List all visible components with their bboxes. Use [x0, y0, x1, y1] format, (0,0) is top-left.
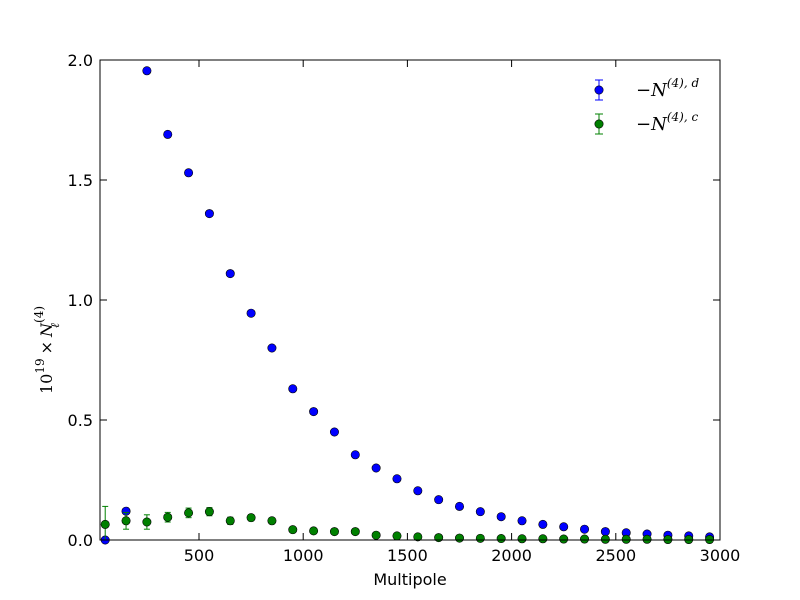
y-tick-label: 1.0 [68, 291, 93, 310]
data-point [163, 129, 173, 139]
legend-item-1: −N(4), d [594, 76, 699, 101]
data-point [621, 534, 631, 544]
data-point [267, 516, 277, 526]
data-point [329, 427, 339, 437]
data-point [309, 526, 319, 536]
y-label-exp: 19 [33, 358, 47, 373]
data-point [600, 527, 610, 537]
data-point [475, 507, 485, 517]
data-point [517, 516, 527, 526]
y-tick-label: 0.0 [68, 531, 93, 550]
data-point [225, 516, 235, 526]
data-point [475, 533, 485, 543]
y-label-times: × [37, 341, 56, 354]
data-point [184, 168, 194, 178]
data-point [350, 527, 360, 537]
legend-label: −N(4), d [636, 76, 699, 101]
data-point [538, 519, 548, 529]
data-point [454, 501, 464, 511]
data-point [434, 533, 444, 543]
data-point [392, 531, 402, 541]
data-point [309, 407, 319, 417]
data-point [204, 209, 214, 219]
data-point [350, 450, 360, 460]
y-label-sub: ℓ [48, 323, 62, 328]
series-1 [100, 66, 715, 545]
y-tick-label: 2.0 [68, 51, 93, 70]
data-point [184, 508, 194, 518]
data-point [246, 513, 256, 523]
data-point [580, 534, 590, 544]
data-point [559, 522, 569, 532]
data-point [100, 519, 110, 529]
x-tick-label: 2500 [595, 546, 636, 565]
plot-frame [99, 59, 721, 541]
y-label-sup: (4) [32, 306, 46, 323]
data-point [392, 474, 402, 484]
y-label-var: N [37, 322, 56, 338]
data-point [434, 495, 444, 505]
data-point [538, 534, 548, 544]
legend-label: −N(4), c [636, 110, 698, 135]
legend-marker [594, 119, 604, 129]
y-axis-label: 1019 × N(4)ℓ [32, 306, 62, 394]
data-point [517, 534, 527, 544]
legend-item-2: −N(4), c [594, 110, 698, 135]
y-label-base: 10 [37, 374, 56, 394]
data-point [288, 384, 298, 394]
data-point [371, 463, 381, 473]
y-tick-label: 0.5 [68, 411, 93, 430]
x-tick-label: 500 [184, 546, 215, 565]
data-point [142, 66, 152, 76]
data-point [600, 534, 610, 544]
data-point [142, 517, 152, 527]
data-point [371, 530, 381, 540]
x-tick-label: 2000 [491, 546, 532, 565]
x-axis-label: Multipole [373, 570, 446, 589]
data-point [496, 512, 506, 522]
data-point [225, 269, 235, 279]
legend-marker [594, 85, 604, 95]
x-tick-label: 1000 [283, 546, 324, 565]
x-tick-label: 3000 [700, 546, 741, 565]
data-point [121, 516, 131, 526]
data-point [413, 486, 423, 496]
series-2 [100, 505, 715, 545]
data-point [204, 507, 214, 517]
data-point [642, 534, 652, 544]
series-layer [100, 66, 715, 545]
data-point [559, 534, 569, 544]
data-point [496, 534, 506, 544]
data-point [267, 343, 277, 353]
data-point [288, 525, 298, 535]
x-tick-label: 1500 [387, 546, 428, 565]
data-point [329, 527, 339, 537]
data-point [163, 512, 173, 522]
data-point [413, 532, 423, 542]
y-tick-label: 1.5 [68, 171, 93, 190]
data-point [580, 524, 590, 534]
data-point [246, 308, 256, 318]
data-point [454, 533, 464, 543]
legend: −N(4), d −N(4), c [594, 76, 699, 135]
